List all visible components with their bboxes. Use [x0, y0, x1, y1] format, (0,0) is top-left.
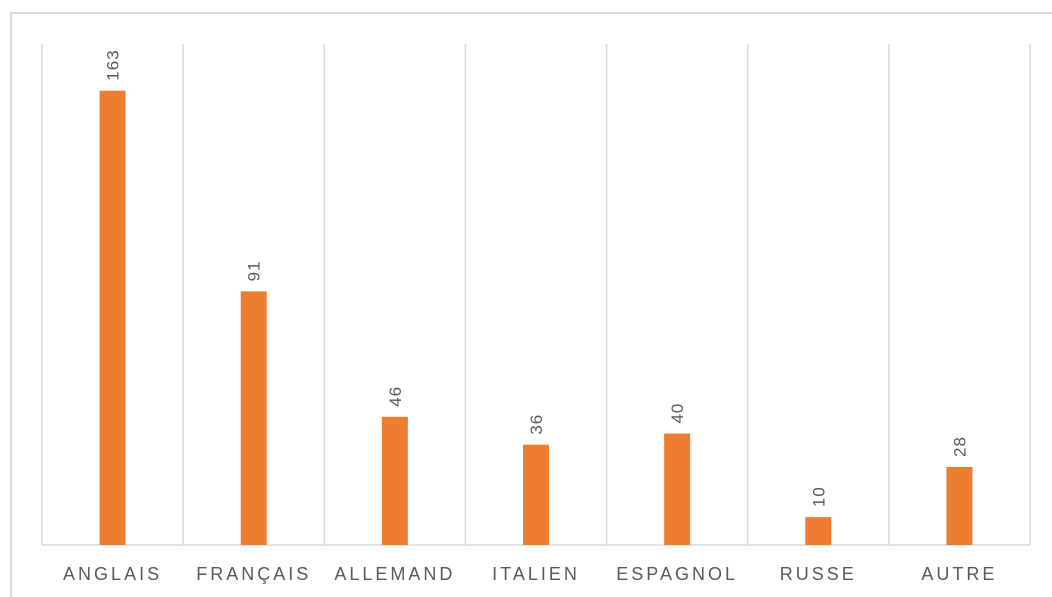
data-label: 46: [386, 386, 405, 407]
bar: [523, 444, 549, 545]
bar: [946, 466, 973, 545]
bar: [381, 416, 408, 545]
x-tick-label: ALLEMAND: [334, 564, 455, 584]
data-label: 40: [668, 403, 687, 424]
x-tick-label: FRANÇAIS: [196, 564, 311, 584]
data-label: 91: [245, 260, 264, 281]
x-tick-label: RUSSE: [780, 564, 857, 584]
x-tick-label: AUTRE: [921, 564, 997, 584]
bar: [240, 291, 267, 545]
data-label: 10: [809, 486, 828, 507]
data-label: 28: [950, 436, 969, 457]
x-tick-label: ANGLAIS: [63, 564, 162, 584]
x-tick-label: ITALIEN: [492, 564, 580, 584]
bar: [664, 433, 691, 545]
bar: [805, 517, 832, 545]
frame-border-left: [10, 12, 12, 597]
data-label: 36: [527, 414, 546, 435]
bar: [99, 90, 126, 546]
x-tick-label: ESPAGNOL: [616, 564, 738, 584]
data-label: 163: [104, 49, 123, 80]
frame-border-top: [10, 12, 1052, 14]
